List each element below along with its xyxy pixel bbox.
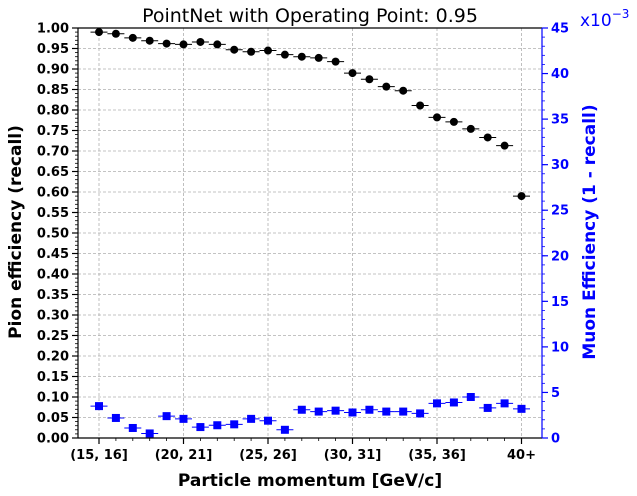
- muon-efficiency-point: [179, 414, 188, 423]
- x-tick-label: 40+: [507, 448, 536, 463]
- y-left-tick-label: 0.20: [37, 350, 69, 365]
- muon-efficiency-point: [145, 429, 154, 438]
- muon-efficiency-point: [331, 406, 340, 415]
- muon-efficiency-point: [365, 405, 374, 414]
- pion-efficiency-point: [449, 117, 458, 126]
- muon-efficiency-point: [382, 407, 391, 416]
- y-left-tick-label: 0.95: [37, 42, 69, 57]
- muon-efficiency-point: [111, 413, 120, 422]
- muon-efficiency-point: [196, 423, 205, 432]
- pion-efficiency-point: [500, 141, 509, 150]
- pion-efficiency-point: [348, 69, 357, 78]
- y-left-tick-label: 1.00: [37, 22, 69, 37]
- pion-efficiency-point: [128, 33, 137, 42]
- pion-efficiency-point: [95, 28, 103, 37]
- pion-efficiency-point: [264, 46, 272, 55]
- y-left-tick-label: 0.30: [37, 309, 69, 324]
- pion-efficiency-point: [331, 57, 340, 66]
- grid-lines: [78, 27, 542, 439]
- pion-efficiency-point: [247, 47, 256, 56]
- pion-efficiency-point: [145, 36, 154, 45]
- y-right-tick-label: 25: [551, 204, 569, 219]
- y-left-tick-label: 0.60: [37, 186, 69, 201]
- pion-efficiency-point: [517, 192, 526, 201]
- y-left-tick-label: 0.90: [37, 63, 69, 78]
- y-left-tick-label: 0.35: [37, 288, 69, 303]
- x-tick-label: (35, 36]: [408, 448, 466, 463]
- y-left-tick-label: 0.40: [37, 268, 69, 283]
- y-left-tick-label: 0.65: [37, 165, 69, 180]
- y-left-tick-label: 0.15: [37, 370, 69, 385]
- y-left-axis-label: Pion efficiency (recall): [6, 125, 26, 339]
- muon-efficiency-point: [95, 402, 103, 411]
- pion-efficiency-point: [314, 53, 323, 62]
- pion-efficiency-point: [399, 86, 408, 95]
- pion-efficiency-point: [297, 52, 306, 61]
- y-left-tick-label: 0.85: [37, 83, 69, 98]
- muon-efficiency-point: [517, 404, 526, 413]
- x-tick-label: (30, 31]: [324, 448, 382, 463]
- data-points: [95, 28, 526, 438]
- muon-efficiency-point: [416, 409, 425, 418]
- y-left-tick-label: 0.05: [37, 411, 69, 426]
- muon-efficiency-point: [483, 403, 492, 412]
- x-tick-label: (25, 26]: [239, 448, 297, 463]
- muon-efficiency-point: [162, 412, 171, 421]
- pion-efficiency-point: [466, 124, 475, 133]
- muon-efficiency-point: [500, 399, 509, 408]
- pion-efficiency-point: [483, 133, 492, 142]
- x-tick-label: (15, 16]: [70, 448, 128, 463]
- pion-efficiency-point: [196, 37, 205, 46]
- muon-efficiency-point: [433, 399, 441, 408]
- y-left-tick-label: 0.50: [37, 227, 69, 242]
- y-right-tick-label: 0: [551, 432, 560, 447]
- muon-efficiency-point: [128, 423, 137, 432]
- y-left-tick-label: 0.75: [37, 124, 69, 139]
- chart-title: PointNet with Operating Point: 0.95: [142, 5, 478, 27]
- y-right-tick-label: 30: [551, 158, 569, 173]
- y-right-tick-label: 10: [551, 340, 569, 355]
- y-right-axis-label: Muon Efficiency (1 - recall): [580, 104, 600, 359]
- pion-efficiency-point: [433, 113, 441, 122]
- pion-efficiency-point: [111, 29, 120, 38]
- y-right-tick-label: 40: [551, 67, 569, 82]
- muon-efficiency-point: [466, 393, 475, 401]
- axes: [72, 27, 548, 444]
- pion-efficiency-point: [213, 40, 222, 49]
- pion-efficiency-point: [162, 39, 171, 48]
- muon-efficiency-point: [297, 405, 306, 414]
- y-right-tick-label: 5: [551, 386, 560, 401]
- pion-efficiency-point: [365, 75, 374, 84]
- y-right-tick-label: 35: [551, 113, 569, 128]
- y-left-tick-label: 0.25: [37, 329, 69, 344]
- y-right-tick-label: 20: [551, 249, 569, 264]
- pion-efficiency-point: [230, 45, 239, 54]
- y-left-tick-label: 0.70: [37, 145, 69, 160]
- muon-efficiency-point: [280, 425, 289, 434]
- muon-efficiency-point: [247, 414, 256, 423]
- x-tick-label: (20, 21]: [155, 448, 213, 463]
- muon-efficiency-point: [449, 398, 458, 407]
- pion-efficiency-point: [179, 40, 188, 49]
- muon-efficiency-point: [314, 407, 323, 416]
- muon-efficiency-point: [348, 408, 357, 417]
- y-right-tick-label: 15: [551, 295, 569, 310]
- muon-efficiency-point: [230, 420, 239, 429]
- y-left-tick-label: 0.00: [37, 432, 69, 447]
- y-left-tick-label: 0.55: [37, 206, 69, 221]
- y-left-tick-label: 0.80: [37, 104, 69, 119]
- muon-efficiency-point: [399, 407, 408, 416]
- pion-efficiency-point: [416, 101, 425, 110]
- muon-efficiency-point: [264, 416, 272, 425]
- tick-labels: 0.00 0.05 0.10 0.15 0.20 0.25 0.30 0.35 0.40 0.45…: [37, 22, 569, 464]
- pion-efficiency-point: [280, 50, 289, 59]
- x-axis-label: Particle momentum [GeV/c]: [178, 471, 442, 491]
- muon-efficiency-point: [213, 421, 222, 430]
- y-right-tick-label: 45: [551, 22, 569, 37]
- y-left-tick-label: 0.10: [37, 391, 69, 406]
- pion-efficiency-point: [382, 82, 391, 91]
- right-axis-exponent: x10−3: [580, 7, 629, 31]
- y-left-tick-label: 0.45: [37, 247, 69, 262]
